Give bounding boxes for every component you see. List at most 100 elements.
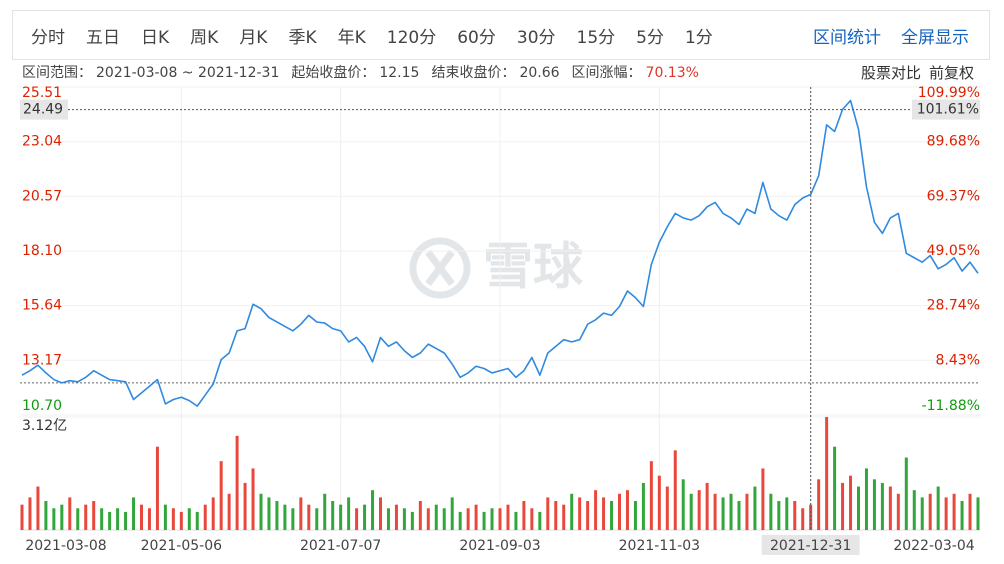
volume-bar	[355, 508, 359, 530]
period-tabs: 分时 五日 日K 周K 月K 季K 年K 120分 60分 30分 15分 5分 1分	[13, 23, 713, 48]
volume-bar	[331, 501, 335, 530]
y2-tick-label: 109.99%	[918, 85, 980, 101]
volume-bar	[586, 501, 590, 530]
volume-bar	[633, 501, 637, 530]
period-tab[interactable]: 60分	[457, 27, 496, 48]
x-tick-label: 2021-12-31	[770, 538, 851, 554]
volume-bar	[817, 479, 821, 530]
volume-bar	[466, 508, 470, 530]
period-tab[interactable]: 120分	[386, 27, 437, 48]
actions: 区间统计 全屏显示	[813, 23, 989, 48]
watermark-logo-mark	[425, 249, 455, 287]
volume-bar	[904, 457, 908, 530]
volume-bar	[578, 497, 582, 530]
period-tab[interactable]: 周K	[190, 27, 219, 48]
volume-bar	[665, 486, 669, 530]
volume-bar	[179, 511, 183, 530]
volume-bar	[20, 504, 24, 530]
crosshair-y-label: 24.49	[23, 102, 63, 118]
x-tick-label: 2021-11-03	[619, 538, 700, 554]
volume-bar	[474, 504, 478, 530]
y2-tick-label: 69.37%	[927, 188, 980, 204]
x-tick-label: 2021-07-07	[300, 538, 381, 554]
volume-bar	[426, 508, 430, 530]
volume-bar	[155, 446, 159, 530]
period-tab[interactable]: 日K	[141, 27, 170, 48]
volume-bar	[44, 501, 48, 530]
x-tick-label: 2021-09-03	[459, 538, 540, 554]
x-tick-label: 2022-03-04	[893, 538, 974, 554]
period-tab[interactable]: 15分	[576, 27, 616, 48]
toolbar-action[interactable]: 全屏显示	[901, 27, 969, 48]
volume-bar	[928, 493, 932, 530]
chart-option[interactable]: 前复权	[928, 64, 974, 82]
chart-options: 股票对比 前复权	[861, 62, 974, 84]
period-tab[interactable]: 月K	[239, 27, 268, 48]
info-label: 起始收盘价：	[291, 65, 376, 81]
chart-option[interactable]: 股票对比	[860, 64, 921, 82]
volume-bar	[36, 486, 40, 530]
period-tab[interactable]: 30分	[516, 27, 556, 48]
toolbar: 分时 五日 日K 周K 月K 季K 年K 120分 60分 30分 15分 5分 1分 区间统计 全屏显示	[12, 10, 990, 60]
volume-bar	[506, 504, 510, 530]
volume-bar	[896, 493, 900, 530]
info-label: 区间涨幅：	[571, 65, 642, 81]
period-tab[interactable]: 年K	[337, 27, 366, 48]
volume-bar	[211, 497, 215, 530]
volume-bar	[60, 504, 64, 530]
period-tab[interactable]: 五日	[86, 27, 120, 48]
info-item: 结束收盘价： 20.66	[431, 62, 559, 84]
volume-bar	[243, 482, 247, 530]
volume-bar	[132, 497, 136, 530]
volume-bar	[140, 504, 143, 530]
volume-bar	[363, 504, 367, 530]
info-item: 区间涨幅： 70.13%	[572, 62, 699, 84]
volume-bar	[761, 468, 765, 530]
period-tab[interactable]: 5分	[636, 27, 664, 48]
crosshair-y-box	[20, 99, 68, 120]
volume-bar	[729, 493, 733, 530]
volume-bar	[187, 508, 191, 530]
volume-bar	[657, 475, 661, 530]
volume-bar	[888, 486, 892, 530]
volume-bar	[864, 468, 868, 530]
y2-tick-label: 89.68%	[927, 134, 980, 150]
volume-bar	[625, 490, 629, 530]
volume-bar	[171, 508, 175, 530]
volume-bar	[562, 504, 566, 530]
volume-bar	[339, 504, 343, 530]
volume-bar	[880, 482, 884, 530]
volume-bar	[857, 486, 860, 530]
volume-bar	[267, 497, 271, 530]
volume-bar	[434, 504, 438, 530]
info-value: 70.13%	[645, 65, 699, 81]
volume-bar	[745, 493, 749, 530]
volume-bar	[28, 497, 32, 530]
period-tab[interactable]: 季K	[288, 27, 317, 48]
volume-bar	[641, 482, 645, 530]
volume-bar	[705, 482, 709, 530]
volume-bar	[649, 461, 653, 530]
volume-bar	[323, 493, 327, 530]
volume-bar	[347, 497, 351, 530]
y-tick-label: 13.17	[22, 352, 62, 368]
price-line	[21, 99, 979, 407]
volume-bar	[530, 508, 534, 530]
volume-bar	[219, 461, 223, 530]
volume-bar	[402, 508, 406, 530]
volume-bar	[833, 446, 837, 530]
toolbar-action[interactable]: 区间统计	[813, 27, 881, 48]
volume-bar	[291, 508, 295, 530]
y-tick-label: 15.64	[22, 298, 62, 314]
volume-bar	[92, 501, 96, 530]
volume-bar	[976, 497, 980, 530]
volume-bar	[490, 508, 494, 530]
volume-bar	[283, 504, 287, 530]
volume-bar	[442, 508, 446, 530]
volume-bar	[76, 508, 80, 530]
period-tab[interactable]: 分时	[31, 27, 65, 48]
period-tab[interactable]: 1分	[684, 27, 713, 48]
volume-bar	[450, 497, 454, 530]
y2-tick-label: -11.88%	[922, 398, 980, 414]
volume-bar	[124, 511, 128, 530]
